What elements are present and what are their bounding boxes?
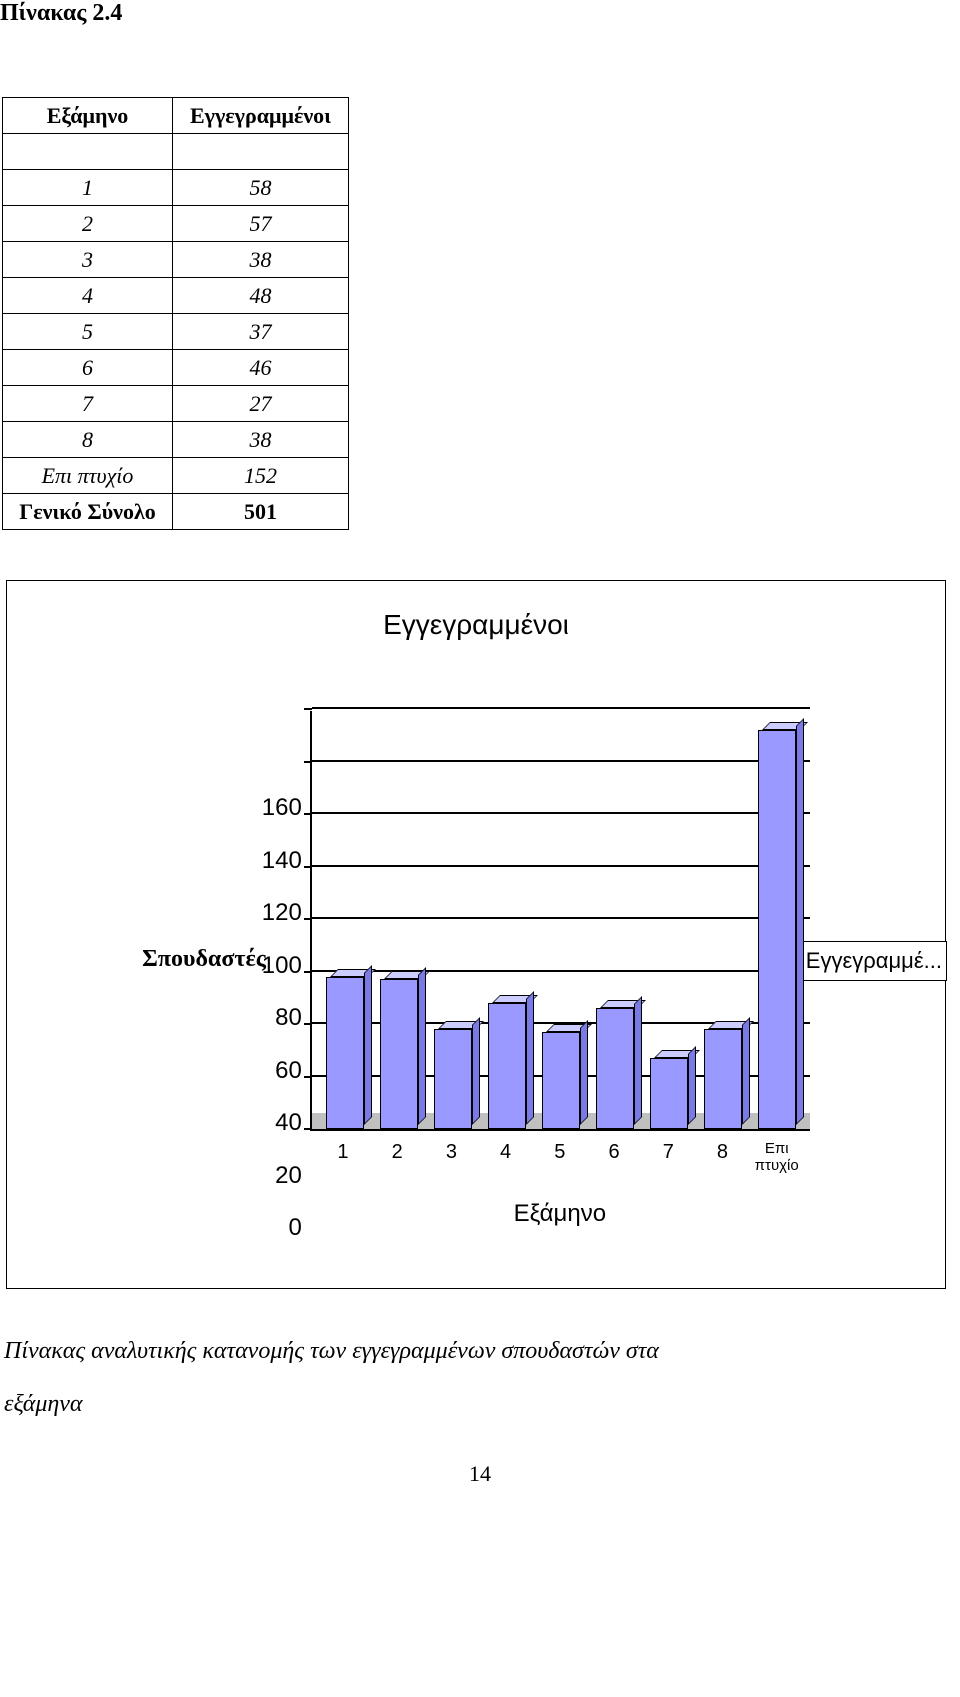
page-title: Πίνακας 2.4 <box>0 0 960 27</box>
table-row-value: 58 <box>173 170 349 206</box>
y-tick-mark <box>304 918 312 920</box>
y-tick-label: 40 <box>275 1109 302 1137</box>
bar <box>696 711 750 1129</box>
bar <box>372 711 426 1129</box>
caption-line1: Πίνακας αναλυτικής κατανομής των εγγεγρα… <box>4 1338 659 1364</box>
x-tick-label: 1 <box>316 1141 370 1174</box>
table-row-value: 38 <box>173 242 349 278</box>
table-row-label: 4 <box>3 278 173 314</box>
y-tick-mark <box>304 1076 312 1078</box>
x-tick-label: 2 <box>370 1141 424 1174</box>
y-axis-label: Σπουδαστές <box>142 946 266 973</box>
caption-line2: εξάμηνα <box>4 1391 83 1417</box>
x-tick-label: 8 <box>695 1141 749 1174</box>
y-tick-label: 120 <box>262 899 302 927</box>
bars-group <box>312 711 810 1129</box>
y-tick-label: 140 <box>262 847 302 875</box>
x-tick-label: Επιπτυχίο <box>750 1141 804 1174</box>
x-tick-label: 5 <box>533 1141 587 1174</box>
chart-plot <box>310 711 810 1131</box>
y-tick-label: 80 <box>275 1004 302 1032</box>
y-tick-mark <box>304 761 312 763</box>
bar <box>588 711 642 1129</box>
table-row-label: 5 <box>3 314 173 350</box>
chart-title: Εγγεγραμμένοι <box>7 609 945 641</box>
table-row-value: 152 <box>173 458 349 494</box>
bar <box>480 711 534 1129</box>
table-row-label: 3 <box>3 242 173 278</box>
grid-line <box>312 707 810 709</box>
y-ticks: 020406080100120140160 <box>256 808 310 1228</box>
table-row-value: 37 <box>173 314 349 350</box>
table-row-label: 1 <box>3 170 173 206</box>
y-tick-label: 60 <box>275 1057 302 1085</box>
bar <box>426 711 480 1129</box>
table-row-value: 27 <box>173 386 349 422</box>
table-row-label: Επι πτυχίο <box>3 458 173 494</box>
y-tick-mark <box>304 813 312 815</box>
y-tick-label: 20 <box>275 1162 302 1190</box>
table-row-label: 2 <box>3 206 173 242</box>
y-tick-mark <box>304 1128 312 1130</box>
bar <box>534 711 588 1129</box>
y-tick-mark <box>304 1023 312 1025</box>
x-tick-label: 6 <box>587 1141 641 1174</box>
enrollment-table: Εξάμηνο Εγγεγραμμένοι 158257338448537646… <box>2 97 349 530</box>
y-tick-label: 100 <box>262 952 302 980</box>
page-number: 14 <box>0 1461 960 1487</box>
table-row-value: 57 <box>173 206 349 242</box>
bar <box>318 711 372 1129</box>
y-tick-mark <box>304 866 312 868</box>
footer-label: Γενικό Σύνολο <box>3 494 173 530</box>
chart-container: Εγγεγραμμένοι Σπουδαστές 0 20 40 60 80 100 120… <box>6 580 946 1289</box>
bar <box>750 711 804 1129</box>
y-tick-label: 0 <box>288 1214 301 1242</box>
x-tick-label: 4 <box>478 1141 532 1174</box>
y-tick-mark <box>304 708 312 710</box>
footer-value: 501 <box>173 494 349 530</box>
th-semester: Εξάμηνο <box>3 98 173 134</box>
bar <box>642 711 696 1129</box>
legend-label: Εγγεγραμμέ... <box>806 948 942 974</box>
table-row-label: 7 <box>3 386 173 422</box>
y-tick-label: 160 <box>262 794 302 822</box>
table-row-value: 46 <box>173 350 349 386</box>
table-row-label: 8 <box>3 422 173 458</box>
y-tick-mark <box>304 971 312 973</box>
table-row-value: 38 <box>173 422 349 458</box>
x-ticks: 12345678Επιπτυχίο <box>310 1141 810 1174</box>
th-enrolled: Εγγεγραμμένοι <box>173 98 349 134</box>
x-tick-label: 3 <box>424 1141 478 1174</box>
caption: Πίνακας αναλυτικής κατανομής των εγγεγρα… <box>4 1325 960 1431</box>
x-axis-label: Εξάμηνο <box>310 1200 810 1228</box>
table-row-value: 48 <box>173 278 349 314</box>
x-tick-label: 7 <box>641 1141 695 1174</box>
table-row-label: 6 <box>3 350 173 386</box>
